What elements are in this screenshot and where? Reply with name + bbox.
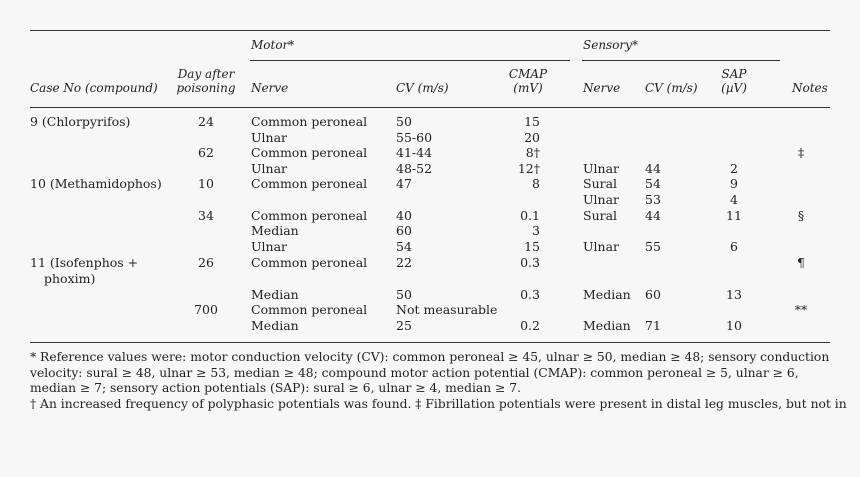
cell-motor-nerve: Median [251,287,299,302]
header-sensory-nerve: Nerve [583,81,621,95]
header-cmap-line1: CMAP [508,67,548,81]
motor-group-header: Motor* [251,38,295,52]
footnote-2: velocity: sural ≥ 48, ulnar ≥ 53, median… [30,365,799,380]
footnote-1: * Reference values were: motor conductio… [30,350,830,364]
cell-cmap: 8† [525,145,540,160]
cell-sensory-nerve: Ulnar [583,239,620,254]
footnote-3: median ≥ 7; sensory action potentials (S… [30,381,521,395]
header-motor-cv: CV (m/s) [396,81,449,95]
cell-day: 700 [194,302,218,317]
cell-sap: 9 [730,176,738,191]
cell-motor-nerve: Ulnar [251,239,288,254]
top-rule [30,30,830,31]
cell-sensory-nerve: Median [583,287,631,302]
cell-sap: 4 [730,192,738,207]
cell-motor-cv: 22 [396,255,412,270]
cell-sap: 2 [730,161,738,176]
cell-case: 11 (Isofenphos + [30,255,139,270]
cell-sensory-cv: 44 [645,161,661,176]
header-notes: Notes [792,81,828,95]
header-case-no: Case No (compound) [30,81,158,95]
cell-motor-cv: 60 [396,223,412,238]
cell-motor-cv: 41-44 [396,145,433,160]
cell-sensory-nerve: Median [583,318,631,333]
cell-motor-nerve: Median [251,318,299,333]
cell-sap: 11 [726,208,742,223]
cell-cmap: 0.3 [520,287,540,302]
cell-motor-cv: Not measurable [396,302,498,317]
cell-cmap: 20 [524,130,540,145]
cell-cmap: 0.1 [520,208,540,223]
cell-motor-cv: 47 [396,176,412,191]
header-day-after-line2: poisoning [176,81,236,95]
cell-cmap: 3 [532,223,540,238]
cell-sensory-cv: 54 [645,176,661,191]
header-cmap-line2: (mV) [513,81,543,95]
cell-motor-cv: 40 [396,208,412,223]
cell-motor-nerve: Common peroneal [251,114,368,129]
footnote-4: † An increased frequency of polyphasic p… [30,396,847,411]
cell-sensory-cv: 53 [645,192,661,207]
motor-group-rule [250,60,570,61]
header-motor-nerve: Nerve [251,81,289,95]
cell-notes: ‡ [797,145,805,160]
cell-sensory-nerve: Ulnar [583,192,620,207]
cell-sap: 6 [730,239,738,254]
cell-cmap: 15 [524,239,540,254]
cell-motor-cv: 25 [396,318,412,333]
sensory-group-header: Sensory* [583,38,638,52]
cell-sensory-cv: 44 [645,208,661,223]
cell-sensory-nerve: Sural [583,176,618,191]
cell-motor-cv: 55-60 [396,130,433,145]
header-sap-line1: SAP [721,67,747,81]
cell-motor-nerve: Common peroneal [251,302,368,317]
sensory-group-rule [582,60,780,61]
cell-sensory-nerve: Sural [583,208,618,223]
cell-cmap: 12† [517,161,540,176]
cell-sensory-nerve: Ulnar [583,161,620,176]
cell-motor-cv: 54 [396,239,412,254]
cell-notes: ** [794,302,808,317]
cell-cmap: 15 [524,114,540,129]
cell-case: phoxim) [44,271,96,286]
cell-motor-nerve: Common peroneal [251,255,368,270]
header-sap-line2: (µV) [721,81,747,95]
cell-motor-nerve: Common peroneal [251,176,368,191]
cell-notes: § [797,208,805,223]
bottom-rule [30,342,830,343]
cell-day: 24 [198,114,214,129]
cell-notes: ¶ [797,255,805,270]
header-sensory-cv: CV (m/s) [645,81,698,95]
cell-case: 10 (Methamidophos) [30,176,162,191]
cell-motor-nerve: Median [251,223,299,238]
cell-motor-cv: 50 [396,114,412,129]
cell-case: 9 (Chlorpyrifos) [30,114,131,129]
cell-sensory-cv: 60 [645,287,661,302]
cell-day: 26 [198,255,214,270]
cell-sensory-cv: 71 [645,318,661,333]
cell-cmap: 8 [532,176,540,191]
cell-cmap: 0.3 [520,255,540,270]
cell-sap: 13 [726,287,742,302]
header-day-after-line1: Day after [177,67,235,81]
cell-motor-cv: 48-52 [396,161,433,176]
cell-motor-nerve: Ulnar [251,161,288,176]
cell-motor-nerve: Common peroneal [251,145,368,160]
cell-sensory-cv: 55 [645,239,661,254]
cell-sap: 10 [726,318,742,333]
cell-day: 34 [198,208,214,223]
cell-day: 62 [198,145,214,160]
cell-cmap: 0.2 [520,318,540,333]
cell-motor-nerve: Ulnar [251,130,288,145]
cell-motor-cv: 50 [396,287,412,302]
cell-day: 10 [198,176,214,191]
header-rule [30,107,830,108]
cell-motor-nerve: Common peroneal [251,208,368,223]
